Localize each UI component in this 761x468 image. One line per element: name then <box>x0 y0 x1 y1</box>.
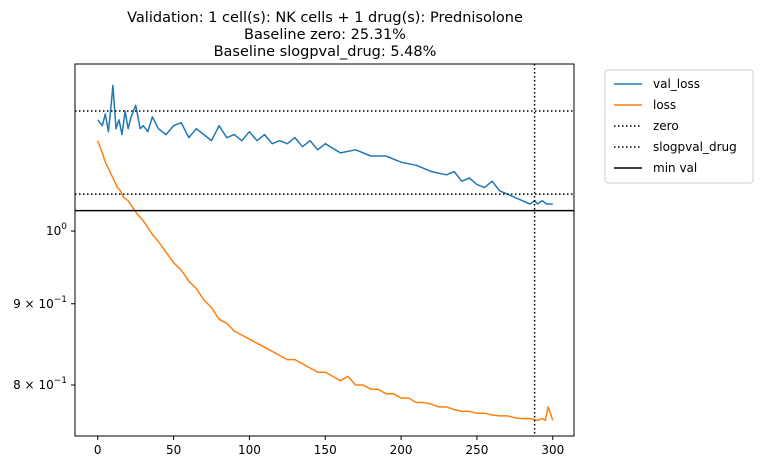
y-tick-base: 10 <box>46 224 61 238</box>
title-line-3: Baseline slogpval_drug: 5.48% <box>214 44 437 60</box>
title-line-2: Baseline zero: 25.31% <box>244 27 406 43</box>
x-tick-label: 0 <box>94 443 102 457</box>
y-tick-multiplier: 9 × <box>13 297 38 311</box>
series-line-loss <box>97 140 554 422</box>
x-tick-label: 50 <box>166 443 181 457</box>
y-tick-label: 100 <box>46 222 67 238</box>
y-tick-exponent: −1 <box>54 376 67 386</box>
y-tick-exponent: −1 <box>54 295 67 305</box>
legend-label-zero: zero <box>653 119 679 133</box>
y-tick-base: 10 <box>38 378 53 392</box>
x-tick-label: 200 <box>390 443 413 457</box>
x-tick-label: 150 <box>314 443 337 457</box>
legend-label-slogpval-drug: slogpval_drug <box>653 140 737 154</box>
y-tick-label: 9 × 10−1 <box>13 295 67 311</box>
series-group <box>75 64 574 436</box>
legend-label-loss: loss <box>653 98 676 112</box>
y-tick-exponent: 0 <box>61 222 67 232</box>
y-tick-multiplier: 8 × <box>13 378 38 392</box>
legend-label-min-val: min val <box>653 161 697 175</box>
chart-title: Validation: 1 cell(s): NK cells + 1 drug… <box>127 10 523 60</box>
y-tick-label: 8 × 10−1 <box>13 376 67 392</box>
x-tick-label: 100 <box>238 443 261 457</box>
x-tick-label: 250 <box>465 443 488 457</box>
series-line-val-loss <box>97 84 553 205</box>
title-line-1: Validation: 1 cell(s): NK cells + 1 drug… <box>127 10 523 26</box>
legend-frame <box>604 69 754 184</box>
plot-frame <box>74 63 575 437</box>
legend-label-val-loss: val_loss <box>653 77 700 91</box>
y-tick-base: 10 <box>38 297 53 311</box>
x-tick-label: 300 <box>541 443 564 457</box>
